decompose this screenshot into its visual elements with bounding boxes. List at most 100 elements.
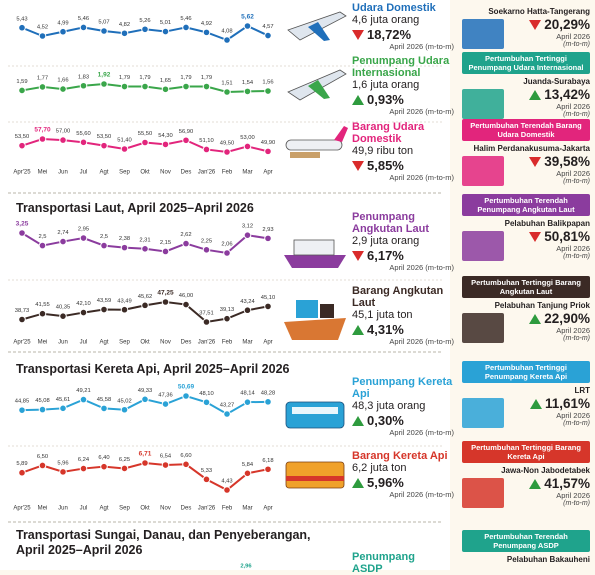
change-row: 5,85% bbox=[352, 158, 454, 173]
card-period: April 2026 bbox=[556, 102, 590, 111]
card-note: (m-to-m) bbox=[563, 500, 590, 507]
point bbox=[59, 312, 67, 320]
x-tick-label: Okt bbox=[140, 170, 150, 176]
card-icon bbox=[462, 313, 504, 343]
value-label: 1,77 bbox=[37, 75, 48, 81]
period: April 2026 (m-to-m) bbox=[389, 107, 454, 116]
value-label: 5,46 bbox=[78, 16, 89, 22]
x-tick-label: Jun bbox=[58, 506, 68, 512]
x-tick-label: Nov bbox=[160, 170, 171, 176]
point bbox=[100, 80, 108, 88]
card-row: 50,81% April 2026 (m-to-m) bbox=[462, 229, 590, 261]
value-label: 2,5 bbox=[100, 234, 108, 240]
point bbox=[264, 398, 272, 406]
point bbox=[182, 239, 190, 248]
point bbox=[182, 460, 190, 469]
point bbox=[182, 23, 190, 32]
point bbox=[79, 464, 88, 473]
trend-arrow bbox=[352, 324, 364, 335]
x-tick-label: Feb bbox=[222, 170, 233, 176]
card-period: April 2026 bbox=[556, 32, 590, 41]
series-summary: Penumpang Angkutan Laut 2,9 juta orang 6,1… bbox=[352, 211, 454, 272]
value-label: 2,93 bbox=[262, 227, 273, 233]
card-change: 41,57% bbox=[529, 476, 590, 491]
card-location: Juanda-Surabaya bbox=[523, 77, 590, 86]
x-tick-label: Mei bbox=[38, 170, 48, 176]
value-label: 54,30 bbox=[158, 133, 173, 139]
value-label: 2,5 bbox=[38, 234, 46, 240]
card-values: 39,58% April 2026 (m-to-m) bbox=[529, 154, 590, 186]
value-label: 43,49 bbox=[117, 298, 132, 304]
card-period: April 2026 bbox=[556, 491, 590, 500]
point bbox=[38, 83, 47, 91]
card-heading: Pertumbuhan Tertinggi Barang Angkutan La… bbox=[462, 276, 590, 298]
value-label: 1,56 bbox=[262, 80, 273, 86]
point bbox=[79, 234, 88, 242]
series-figure: 6,2 juta ton bbox=[352, 462, 407, 474]
ship-icon bbox=[284, 239, 346, 268]
value-label: 5,33 bbox=[201, 468, 212, 474]
card-note: (m-to-m) bbox=[563, 335, 590, 342]
value-label: 38,73 bbox=[15, 308, 30, 314]
highlight-card: Pertumbuhan Terendah Barang Udara Domest… bbox=[462, 119, 590, 186]
point bbox=[59, 468, 67, 476]
card-note: (m-to-m) bbox=[563, 41, 590, 48]
x-tick-label: Jan'26 bbox=[198, 170, 216, 176]
x-tick-label: Jul bbox=[80, 170, 88, 176]
highlight-card: Pertumbuhan Tertinggi Penumpang Kereta A… bbox=[462, 361, 590, 428]
period: April 2026 (m-to-m) bbox=[389, 490, 454, 499]
x-tick-label: Apr bbox=[263, 170, 272, 176]
x-tick-label: Feb bbox=[222, 340, 233, 346]
point bbox=[18, 141, 26, 150]
point bbox=[161, 247, 170, 256]
series-summary: Udara Domestik 4,6 juta orang 18,72% April … bbox=[352, 2, 454, 51]
trend-arrow bbox=[529, 156, 542, 167]
value-label: 5,01 bbox=[160, 20, 171, 26]
series-title: Penumpang ASDP bbox=[352, 551, 415, 575]
point bbox=[264, 302, 272, 311]
point bbox=[243, 231, 252, 239]
change-row: 4,31% bbox=[352, 322, 454, 337]
value-label: 47,25 bbox=[157, 290, 174, 297]
value-label: 43,27 bbox=[220, 403, 235, 409]
point bbox=[161, 140, 170, 149]
value-label: 6,25 bbox=[119, 457, 130, 463]
point bbox=[38, 135, 47, 143]
value-label: 45,61 bbox=[56, 397, 71, 403]
change-value: 50,81% bbox=[544, 229, 590, 244]
change-row: 6,17% bbox=[352, 248, 454, 263]
card-change: 13,42% bbox=[529, 87, 590, 102]
value-label: 49,33 bbox=[138, 388, 153, 394]
point bbox=[223, 314, 231, 323]
trend-arrow bbox=[352, 415, 364, 426]
point bbox=[141, 459, 149, 467]
value-label: 2,96 bbox=[240, 564, 252, 570]
value-label: 3,12 bbox=[242, 224, 253, 230]
change-value: 22,90% bbox=[544, 311, 590, 326]
value-label: 49,50 bbox=[220, 141, 235, 147]
point bbox=[202, 318, 211, 326]
point bbox=[264, 31, 272, 40]
card-location: Jawa-Non Jabodetabek bbox=[501, 466, 590, 475]
series-summary: Barang Udara Domestik 49,9 ribu ton 5,85% A… bbox=[352, 121, 454, 182]
trend-arrow bbox=[352, 250, 364, 261]
point bbox=[38, 461, 47, 470]
card-values: 13,42% April 2026 (m-to-m) bbox=[529, 87, 590, 119]
card-period: April 2026 bbox=[556, 326, 590, 335]
point bbox=[141, 82, 149, 91]
value-label: 6,71 bbox=[139, 451, 152, 458]
card-heading: Pertumbuhan Tertinggi Barang Kereta Api bbox=[462, 441, 590, 463]
change-value: 39,58% bbox=[544, 154, 590, 169]
point bbox=[141, 138, 149, 147]
value-label: 6,60 bbox=[180, 453, 191, 459]
x-tick-label: Apr bbox=[263, 506, 272, 512]
point bbox=[161, 85, 170, 94]
series-title: Barang Angkutan Laut bbox=[352, 285, 444, 309]
section-title: Transportasi Sungai, Danau, dan Penyeber… bbox=[16, 528, 311, 557]
series-figure: 4,6 juta orang bbox=[352, 14, 420, 26]
change-row: 18,72% bbox=[352, 27, 454, 42]
value-label: 51,10 bbox=[199, 138, 214, 144]
card-icon bbox=[462, 478, 504, 508]
point bbox=[182, 300, 190, 309]
point bbox=[202, 398, 211, 407]
